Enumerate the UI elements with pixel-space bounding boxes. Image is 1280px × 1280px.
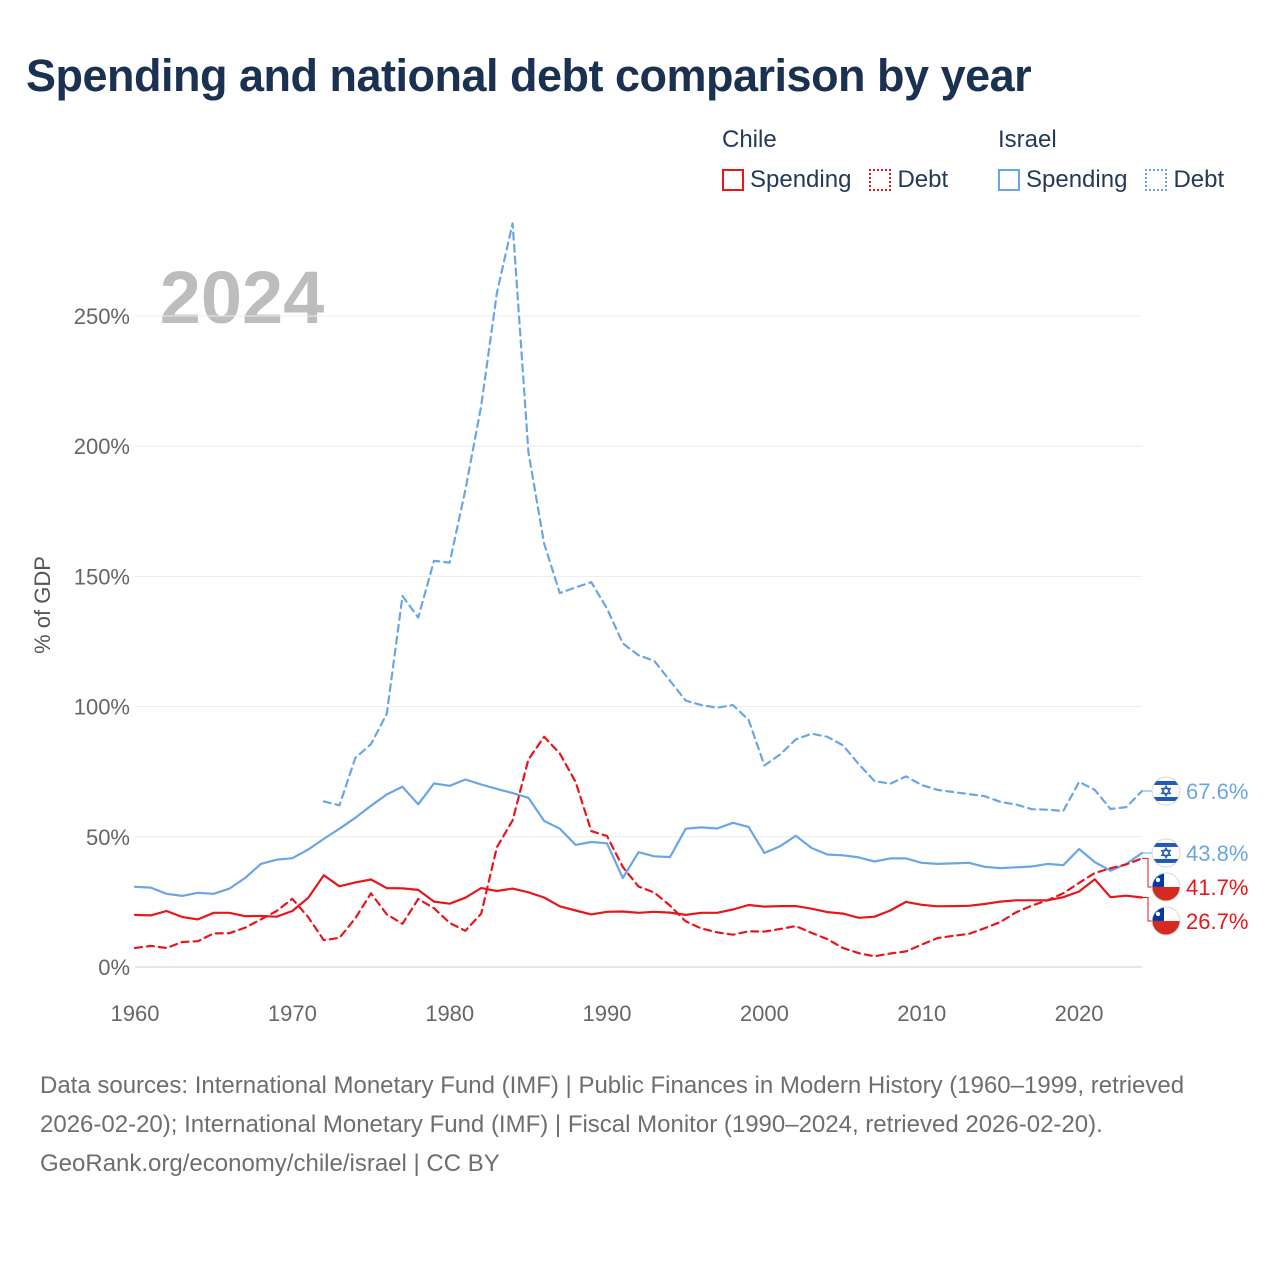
legend-label: Spending — [1026, 166, 1128, 193]
x-tick-label: 1990 — [583, 1001, 632, 1026]
legend-swatch-solid — [998, 169, 1020, 191]
y-axis-ticks: 0% 50% 100% 150% 200% 250% — [74, 304, 130, 980]
end-label-connector — [1142, 897, 1152, 922]
end-value-label: 26.7% — [1186, 909, 1248, 934]
end-label-connector — [1142, 857, 1152, 888]
x-tick-label: 2010 — [897, 1001, 946, 1026]
series-line-israel-debt[interactable] — [322, 222, 1144, 813]
x-tick-label: 1960 — [111, 1001, 160, 1026]
x-tick-label: 2020 — [1055, 1001, 1104, 1026]
legend-chile-spending[interactable]: Spending — [722, 166, 851, 194]
legend-label: Debt — [1173, 166, 1225, 193]
y-axis-label: % of GDP — [30, 556, 55, 654]
legend-label: Spending — [750, 166, 852, 193]
end-value-label: 41.7% — [1186, 875, 1248, 900]
end-value-label: 67.6% — [1186, 779, 1248, 804]
y-tick-label: 150% — [74, 564, 130, 589]
end-value-label: 43.8% — [1186, 841, 1248, 866]
legend-group-chile: Chile Spending Debt — [722, 124, 966, 194]
series-line-israel-spending[interactable] — [133, 778, 1144, 898]
y-tick-label: 250% — [74, 304, 130, 329]
series-lines — [133, 222, 1144, 958]
data-sources: Data sources: International Monetary Fun… — [40, 1072, 1185, 1138]
chart-title: Spending and national debt comparison by… — [26, 50, 1032, 101]
credit-link[interactable]: GeoRank.org/economy/chile/israel | CC BY — [40, 1150, 500, 1177]
x-axis-ticks: 1960 1970 1980 1990 2000 2010 2020 — [111, 1001, 1104, 1026]
chile-flag-icon — [1151, 872, 1181, 902]
year-watermark: 2024 — [160, 256, 325, 339]
x-tick-label: 1970 — [268, 1001, 317, 1026]
footer: Data sources: International Monetary Fun… — [40, 1066, 1240, 1183]
x-tick-label: 2000 — [740, 1001, 789, 1026]
x-tick-label: 1980 — [425, 1001, 474, 1026]
series-line-chile-spending[interactable] — [133, 874, 1144, 921]
gridlines — [135, 315, 1142, 968]
israel-flag-icon — [1151, 838, 1181, 868]
legend-swatch-dotted — [869, 169, 892, 191]
legend-israel-spending[interactable]: Spending — [998, 166, 1127, 194]
y-tick-label: 100% — [74, 695, 130, 720]
legend-israel-debt[interactable]: Debt — [1145, 166, 1224, 194]
y-tick-label: 200% — [74, 434, 130, 459]
chile-flag-icon — [1151, 906, 1181, 936]
legend-group-name: Chile — [722, 126, 777, 153]
y-tick-label: 50% — [86, 825, 130, 850]
legend-chile-debt[interactable]: Debt — [869, 166, 948, 194]
legend-swatch-dotted — [1145, 169, 1168, 191]
legend-group-name: Israel — [998, 126, 1057, 153]
y-tick-label: 0% — [98, 955, 130, 980]
legend-group-israel: Israel Spending Debt — [998, 124, 1242, 194]
line-chart: 2024 0%50%100%150%200%250% 1960 1970 1980 1… — [30, 222, 1248, 1026]
israel-flag-icon — [1151, 776, 1181, 806]
legend-label: Debt — [897, 166, 949, 193]
legend-swatch-solid — [722, 169, 744, 191]
end-labels: 67.6% 43.8% 41.7% 26.7% — [1142, 776, 1248, 936]
series-line-chile-debt[interactable] — [133, 735, 1144, 958]
